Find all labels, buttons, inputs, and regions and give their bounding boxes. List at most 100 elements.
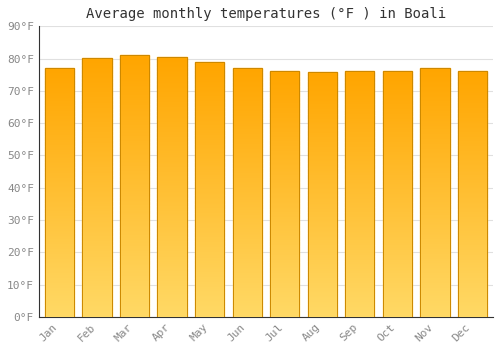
- Bar: [308, 287, 337, 289]
- Bar: [120, 194, 149, 195]
- Bar: [308, 220, 337, 221]
- Bar: [420, 216, 450, 217]
- Bar: [382, 83, 412, 85]
- Bar: [82, 299, 112, 300]
- Bar: [382, 234, 412, 236]
- Bar: [120, 223, 149, 224]
- Bar: [270, 150, 300, 152]
- Bar: [158, 282, 186, 283]
- Bar: [45, 277, 74, 278]
- Bar: [382, 181, 412, 182]
- Bar: [420, 282, 450, 283]
- Bar: [120, 106, 149, 107]
- Bar: [158, 109, 186, 111]
- Bar: [158, 168, 186, 169]
- Bar: [308, 221, 337, 223]
- Bar: [308, 73, 337, 74]
- Bar: [82, 80, 112, 81]
- Bar: [158, 165, 186, 166]
- Bar: [195, 196, 224, 197]
- Bar: [232, 116, 262, 118]
- Bar: [120, 64, 149, 65]
- Bar: [308, 191, 337, 192]
- Bar: [270, 193, 300, 194]
- Bar: [382, 223, 412, 225]
- Bar: [158, 65, 186, 66]
- Bar: [382, 162, 412, 163]
- Bar: [120, 232, 149, 233]
- Bar: [270, 124, 300, 125]
- Bar: [458, 101, 487, 103]
- Bar: [120, 211, 149, 212]
- Bar: [120, 310, 149, 312]
- Bar: [120, 237, 149, 238]
- Bar: [158, 182, 186, 183]
- Bar: [308, 82, 337, 83]
- Bar: [458, 228, 487, 229]
- Bar: [420, 85, 450, 86]
- Bar: [308, 122, 337, 123]
- Bar: [158, 95, 186, 96]
- Bar: [270, 233, 300, 234]
- Bar: [195, 190, 224, 192]
- Bar: [82, 84, 112, 85]
- Bar: [195, 140, 224, 141]
- Bar: [345, 101, 374, 102]
- Bar: [308, 303, 337, 304]
- Bar: [420, 293, 450, 294]
- Bar: [82, 200, 112, 202]
- Bar: [458, 216, 487, 217]
- Bar: [458, 188, 487, 189]
- Bar: [345, 151, 374, 153]
- Bar: [308, 272, 337, 273]
- Bar: [270, 211, 300, 212]
- Bar: [420, 119, 450, 120]
- Bar: [458, 77, 487, 78]
- Bar: [382, 257, 412, 258]
- Bar: [158, 283, 186, 284]
- Bar: [82, 133, 112, 134]
- Bar: [308, 184, 337, 186]
- Bar: [45, 132, 74, 133]
- Bar: [232, 239, 262, 241]
- Bar: [308, 209, 337, 210]
- Bar: [82, 99, 112, 101]
- Bar: [120, 74, 149, 75]
- Bar: [382, 212, 412, 214]
- Bar: [82, 264, 112, 265]
- Bar: [345, 280, 374, 281]
- Bar: [345, 256, 374, 257]
- Bar: [420, 122, 450, 124]
- Bar: [345, 194, 374, 195]
- Bar: [120, 75, 149, 76]
- Bar: [120, 113, 149, 114]
- Bar: [232, 256, 262, 257]
- Bar: [308, 197, 337, 198]
- Bar: [158, 221, 186, 222]
- Bar: [382, 139, 412, 140]
- Bar: [158, 178, 186, 179]
- Bar: [308, 106, 337, 107]
- Bar: [158, 205, 186, 206]
- Bar: [158, 291, 186, 292]
- Bar: [308, 205, 337, 206]
- Bar: [158, 133, 186, 134]
- Bar: [45, 242, 74, 244]
- Bar: [308, 264, 337, 265]
- Bar: [45, 240, 74, 241]
- Bar: [45, 256, 74, 257]
- Bar: [458, 139, 487, 141]
- Bar: [345, 273, 374, 274]
- Bar: [82, 291, 112, 292]
- Bar: [308, 161, 337, 162]
- Bar: [458, 285, 487, 286]
- Bar: [308, 314, 337, 316]
- Bar: [232, 169, 262, 170]
- Bar: [458, 130, 487, 131]
- Bar: [120, 138, 149, 139]
- Bar: [420, 225, 450, 226]
- Bar: [308, 156, 337, 158]
- Bar: [458, 201, 487, 202]
- Bar: [308, 101, 337, 103]
- Bar: [232, 258, 262, 259]
